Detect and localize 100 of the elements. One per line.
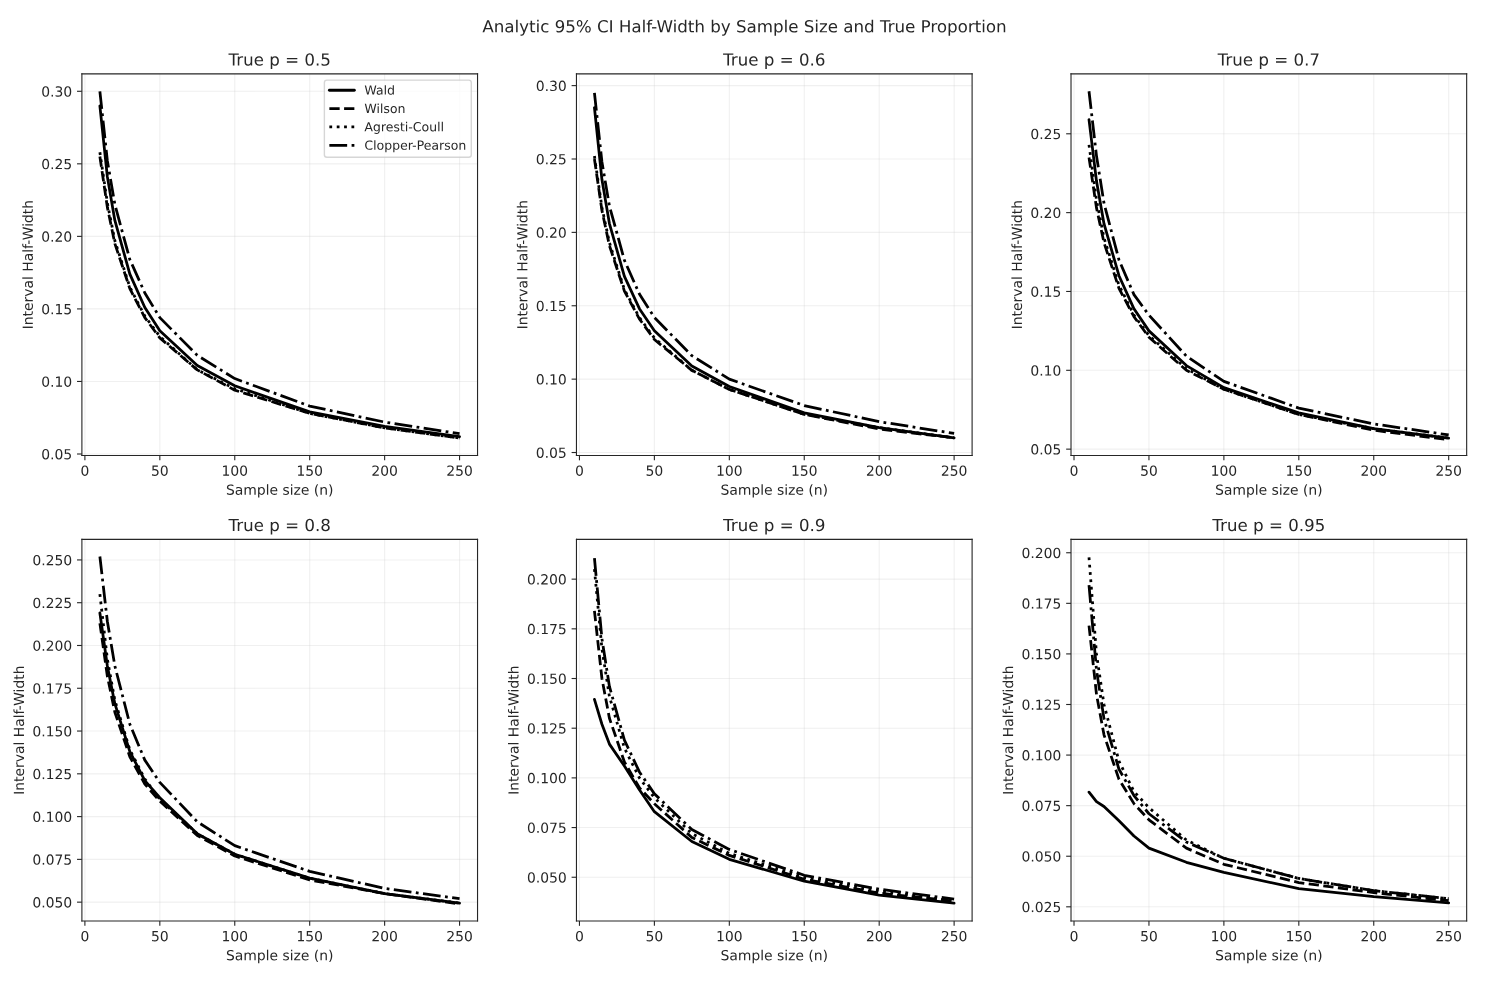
legend-label: Wilson — [364, 103, 405, 114]
x-axis-title: Sample size (n) — [1216, 484, 1322, 498]
y-axis-title: Interval Half-Width — [507, 666, 519, 794]
y-tick-label: 0.25 — [536, 153, 566, 165]
y-tick-label: 0.100 — [1022, 750, 1061, 761]
y-tick-label: 0.200 — [33, 640, 72, 651]
x-tick-label: 100 — [717, 930, 742, 942]
y-tick-label: 0.15 — [1031, 286, 1061, 297]
y-tick-label: 0.150 — [1022, 648, 1061, 660]
x-tick-label: 200 — [372, 465, 397, 476]
y-tick-label: 0.20 — [536, 227, 566, 238]
x-tick-label: 50 — [646, 465, 663, 476]
y-tick-label: 0.20 — [42, 231, 72, 242]
chart-title: True p = 0.8 — [228, 518, 330, 535]
x-tick-label: 150 — [297, 930, 323, 942]
x-tick-label: 0 — [81, 930, 89, 942]
y-tick-label: 0.150 — [33, 726, 72, 737]
y-axis-title: Interval Half-Width — [516, 201, 528, 328]
x-axis-title: Sample size (n) — [226, 949, 333, 964]
x-axis-title: Sample size (n) — [721, 949, 827, 964]
x-tick-label: 150 — [297, 465, 323, 476]
y-tick-label: 0.15 — [536, 300, 566, 312]
y-axis-title: Interval Half-Width — [13, 666, 25, 794]
y-tick-label: 0.175 — [527, 623, 566, 635]
x-tick-label: 100 — [223, 930, 248, 942]
x-tick-label: 150 — [792, 465, 817, 476]
x-tick-label: 50 — [152, 930, 168, 942]
y-tick-label: 0.075 — [527, 822, 566, 834]
x-axis-title: Sample size (n) — [1216, 949, 1322, 964]
chart-title: True p = 0.5 — [228, 53, 330, 70]
x-tick-label: 100 — [1212, 465, 1237, 476]
x-tick-label: 200 — [1361, 930, 1387, 942]
y-tick-label: 0.075 — [33, 854, 71, 865]
y-tick-label: 0.050 — [33, 897, 72, 908]
chart-title: True p = 0.7 — [1217, 53, 1319, 70]
chart-title: True p = 0.9 — [723, 518, 825, 535]
y-tick-label: 0.125 — [1022, 699, 1061, 710]
y-tick-label: 0.075 — [1022, 800, 1061, 812]
text: Analytic 95% CI Half-Width by Sample Size and True Proportion — [482, 19, 1006, 36]
chart-title: True p = 0.95 — [1212, 518, 1324, 535]
y-tick-label: 0.25 — [1031, 128, 1061, 140]
y-tick-label: 0.05 — [536, 447, 566, 458]
x-tick-label: 250 — [447, 930, 472, 942]
x-tick-label: 100 — [1212, 930, 1237, 942]
y-tick-label: 0.250 — [33, 554, 72, 566]
y-tick-label: 0.100 — [527, 772, 566, 784]
y-tick-label: 0.200 — [1022, 547, 1061, 559]
x-tick-label: 0 — [575, 930, 583, 942]
y-tick-label: 0.175 — [33, 683, 71, 694]
y-tick-label: 0.100 — [33, 811, 72, 823]
y-axis-title: Interval Half-Width — [1011, 201, 1023, 328]
x-axis-title: Sample size (n) — [721, 484, 827, 498]
y-tick-label: 0.125 — [33, 768, 71, 780]
y-tick-label: 0.10 — [1031, 365, 1061, 376]
x-tick-label: 0 — [575, 465, 583, 476]
x-tick-label: 100 — [223, 465, 248, 476]
legend-label: Wald — [364, 85, 394, 95]
x-tick-label: 200 — [1361, 465, 1387, 476]
y-tick-label: 0.05 — [42, 448, 71, 460]
y-axis-title: Interval Half-Width — [1002, 666, 1014, 794]
x-tick-label: 150 — [792, 930, 817, 942]
y-tick-label: 0.150 — [527, 673, 566, 684]
legend-label: Agresti-Coull — [364, 121, 443, 134]
x-tick-label: 200 — [866, 465, 892, 476]
x-tick-label: 0 — [81, 465, 89, 476]
x-tick-label: 250 — [941, 930, 967, 942]
y-tick-label: 0.10 — [42, 376, 72, 387]
y-tick-label: 0.025 — [1022, 901, 1061, 913]
x-tick-label: 250 — [1436, 930, 1462, 942]
x-tick-label: 50 — [1141, 930, 1157, 942]
x-tick-label: 50 — [1141, 465, 1157, 476]
y-tick-label: 0.050 — [527, 872, 566, 883]
y-tick-label: 0.30 — [42, 86, 72, 97]
x-tick-label: 50 — [646, 930, 663, 942]
x-tick-label: 200 — [372, 930, 397, 942]
x-tick-label: 0 — [1070, 930, 1078, 942]
x-tick-label: 250 — [1436, 465, 1462, 476]
x-tick-label: 100 — [717, 465, 742, 476]
x-tick-label: 200 — [866, 930, 892, 942]
y-tick-label: 0.25 — [42, 158, 71, 170]
x-axis-title: Sample size (n) — [226, 484, 333, 498]
y-tick-label: 0.200 — [527, 574, 566, 585]
y-tick-label: 0.30 — [536, 80, 566, 92]
x-tick-label: 250 — [447, 465, 472, 476]
x-tick-label: 150 — [1287, 930, 1312, 942]
legend-label: Clopper-Pearson — [365, 140, 466, 153]
y-tick-label: 0.20 — [1031, 207, 1061, 219]
chart-title: True p = 0.6 — [723, 53, 825, 70]
y-tick-label: 0.10 — [536, 374, 566, 385]
y-tick-label: 0.175 — [1022, 598, 1061, 609]
x-tick-label: 0 — [1070, 465, 1078, 476]
x-tick-label: 50 — [152, 465, 168, 476]
x-tick-label: 150 — [1287, 465, 1312, 476]
y-tick-label: 0.15 — [42, 303, 71, 315]
y-tick-label: 0.050 — [1022, 851, 1061, 862]
y-tick-label: 0.05 — [1031, 444, 1061, 455]
x-tick-label: 250 — [941, 465, 967, 476]
y-tick-label: 0.225 — [33, 597, 71, 609]
y-axis-title: Interval Half-Width — [22, 201, 33, 328]
y-tick-label: 0.125 — [527, 723, 566, 734]
